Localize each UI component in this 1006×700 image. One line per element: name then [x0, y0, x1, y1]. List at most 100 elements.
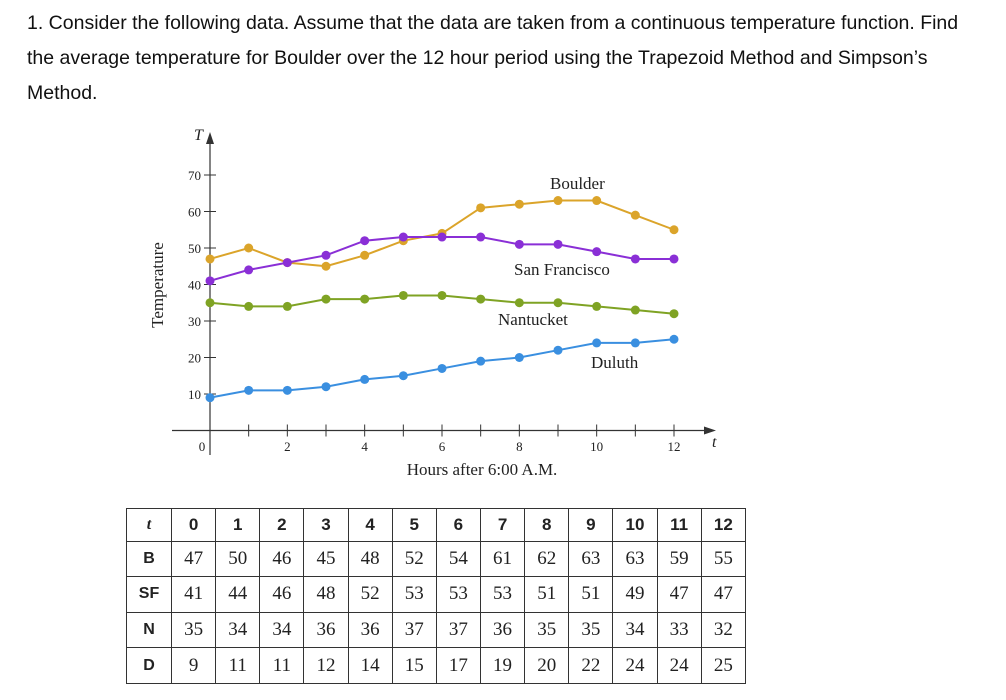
y-tick-label: 60 — [188, 205, 201, 220]
table-header-cell: 2 — [259, 508, 305, 542]
table-cell: 36 — [479, 611, 526, 649]
table-cell: 15 — [391, 647, 437, 684]
table-cell: 37 — [435, 611, 481, 649]
x-axis-symbol: t — [712, 434, 717, 451]
y-tick-label: 20 — [188, 351, 201, 366]
table-cell: 24 — [612, 647, 658, 684]
data-point-duluth — [669, 334, 679, 344]
data-point-boulder — [669, 225, 679, 235]
y-axis-symbol: T — [194, 127, 204, 144]
table-cell: 37 — [391, 611, 437, 649]
data-point-san-francisco — [476, 232, 486, 242]
problem-statement: 1. Consider the following data. Assume t… — [27, 12, 959, 104]
data-point-san-francisco — [553, 239, 563, 249]
x-tick-label: 2 — [284, 439, 291, 454]
table-cell: 63 — [612, 540, 658, 578]
table-cell: 11 — [215, 647, 261, 684]
data-point-nantucket — [205, 298, 215, 308]
y-tick-label: 10 — [188, 387, 201, 402]
table-cell: 11 — [259, 647, 305, 684]
data-point-san-francisco — [282, 258, 292, 268]
table-header-cell: 11 — [656, 508, 702, 542]
table-cell: 35 — [524, 611, 570, 649]
table-cell: 25 — [700, 647, 747, 684]
data-point-nantucket — [553, 298, 563, 308]
data-point-boulder — [630, 210, 640, 220]
data-point-san-francisco — [244, 265, 254, 275]
data-point-duluth — [205, 393, 215, 403]
table-header-cell: 0 — [170, 508, 217, 542]
data-point-nantucket — [514, 298, 524, 308]
table-cell: 50 — [215, 540, 261, 578]
data-point-boulder — [321, 261, 331, 271]
table-cell: 54 — [435, 540, 481, 578]
table-cell: 53 — [479, 576, 526, 613]
x-tick-label: 6 — [439, 439, 446, 454]
table-cell: 17 — [435, 647, 481, 684]
data-point-duluth — [592, 338, 602, 348]
table-cell: 20 — [524, 647, 570, 684]
data-point-nantucket — [592, 301, 602, 311]
y-tick-label: 40 — [188, 278, 201, 293]
table-header-cell: 9 — [568, 508, 614, 542]
x-axis-label: Hours after 6:00 A.M. — [407, 460, 558, 479]
data-point-boulder — [476, 203, 486, 213]
table-cell: 48 — [347, 540, 393, 578]
data-point-duluth — [321, 382, 331, 392]
table-cell: 52 — [391, 540, 437, 578]
data-point-boulder — [514, 199, 524, 209]
table-cell: 63 — [568, 540, 614, 578]
table-header-cell: 3 — [303, 508, 349, 542]
table-cell: 46 — [259, 540, 305, 578]
table-cell: 33 — [656, 611, 702, 649]
table-header-cell: 7 — [479, 508, 526, 542]
data-point-duluth — [398, 371, 408, 381]
table-cell: 36 — [347, 611, 393, 649]
data-point-nantucket — [476, 294, 486, 304]
table-cell: 36 — [303, 611, 349, 649]
table-cell: 51 — [524, 576, 570, 613]
table-cell: 48 — [303, 576, 349, 613]
data-point-boulder — [244, 243, 254, 253]
table-row: B 47 50 46 45 48 52 54 61 62 63 63 59 55 — [126, 540, 747, 578]
table-cell: 46 — [259, 576, 305, 613]
data-point-boulder — [205, 254, 215, 264]
row-label: SF — [126, 576, 172, 613]
data-point-san-francisco — [205, 276, 215, 286]
data-table: t 0 1 2 3 4 5 6 7 8 9 10 11 12 B 47 50 46 45 48 52 54 61 62 63 63… — [126, 508, 747, 684]
x-tick-label: 0 — [199, 439, 206, 454]
table-cell: 32 — [700, 611, 747, 649]
table-row: SF 41 44 46 48 52 53 53 53 51 51 49 47 47 — [126, 576, 747, 613]
data-point-san-francisco — [321, 250, 331, 260]
y-tick-label: 70 — [188, 168, 201, 183]
data-point-san-francisco — [592, 247, 602, 257]
data-point-duluth — [244, 385, 254, 395]
x-axis-arrow-icon — [704, 426, 716, 435]
table-row: N 35 34 34 36 36 37 37 36 35 35 34 33 32 — [126, 611, 747, 649]
table-cell: 41 — [170, 576, 217, 613]
y-tick-label: 50 — [188, 241, 201, 256]
data-point-nantucket — [244, 301, 254, 311]
data-point-duluth — [437, 363, 447, 373]
table-cell: 22 — [568, 647, 614, 684]
temperature-chart: 0 2 4 6 8 10 12 10 20 30 40 50 60 70 Temperature Hour… — [148, 127, 717, 479]
series-label-san-francisco: San Francisco — [514, 260, 610, 279]
data-point-san-francisco — [514, 239, 524, 249]
row-label: B — [126, 540, 172, 578]
row-label: N — [126, 611, 172, 649]
x-tick-label: 4 — [361, 439, 368, 454]
x-tick-label: 8 — [516, 439, 523, 454]
data-point-nantucket — [630, 305, 640, 315]
table-cell: 47 — [170, 540, 217, 578]
table-cell: 59 — [656, 540, 702, 578]
data-point-boulder — [360, 250, 370, 260]
table-cell: 24 — [656, 647, 702, 684]
data-point-nantucket — [398, 290, 408, 300]
data-point-nantucket — [669, 309, 679, 319]
table-cell: 53 — [391, 576, 437, 613]
data-point-san-francisco — [437, 232, 447, 242]
y-axis-label: Temperature — [148, 242, 167, 328]
data-point-san-francisco — [398, 232, 408, 242]
series-label-boulder: Boulder — [550, 174, 605, 193]
table-header-cell: t — [126, 508, 172, 542]
